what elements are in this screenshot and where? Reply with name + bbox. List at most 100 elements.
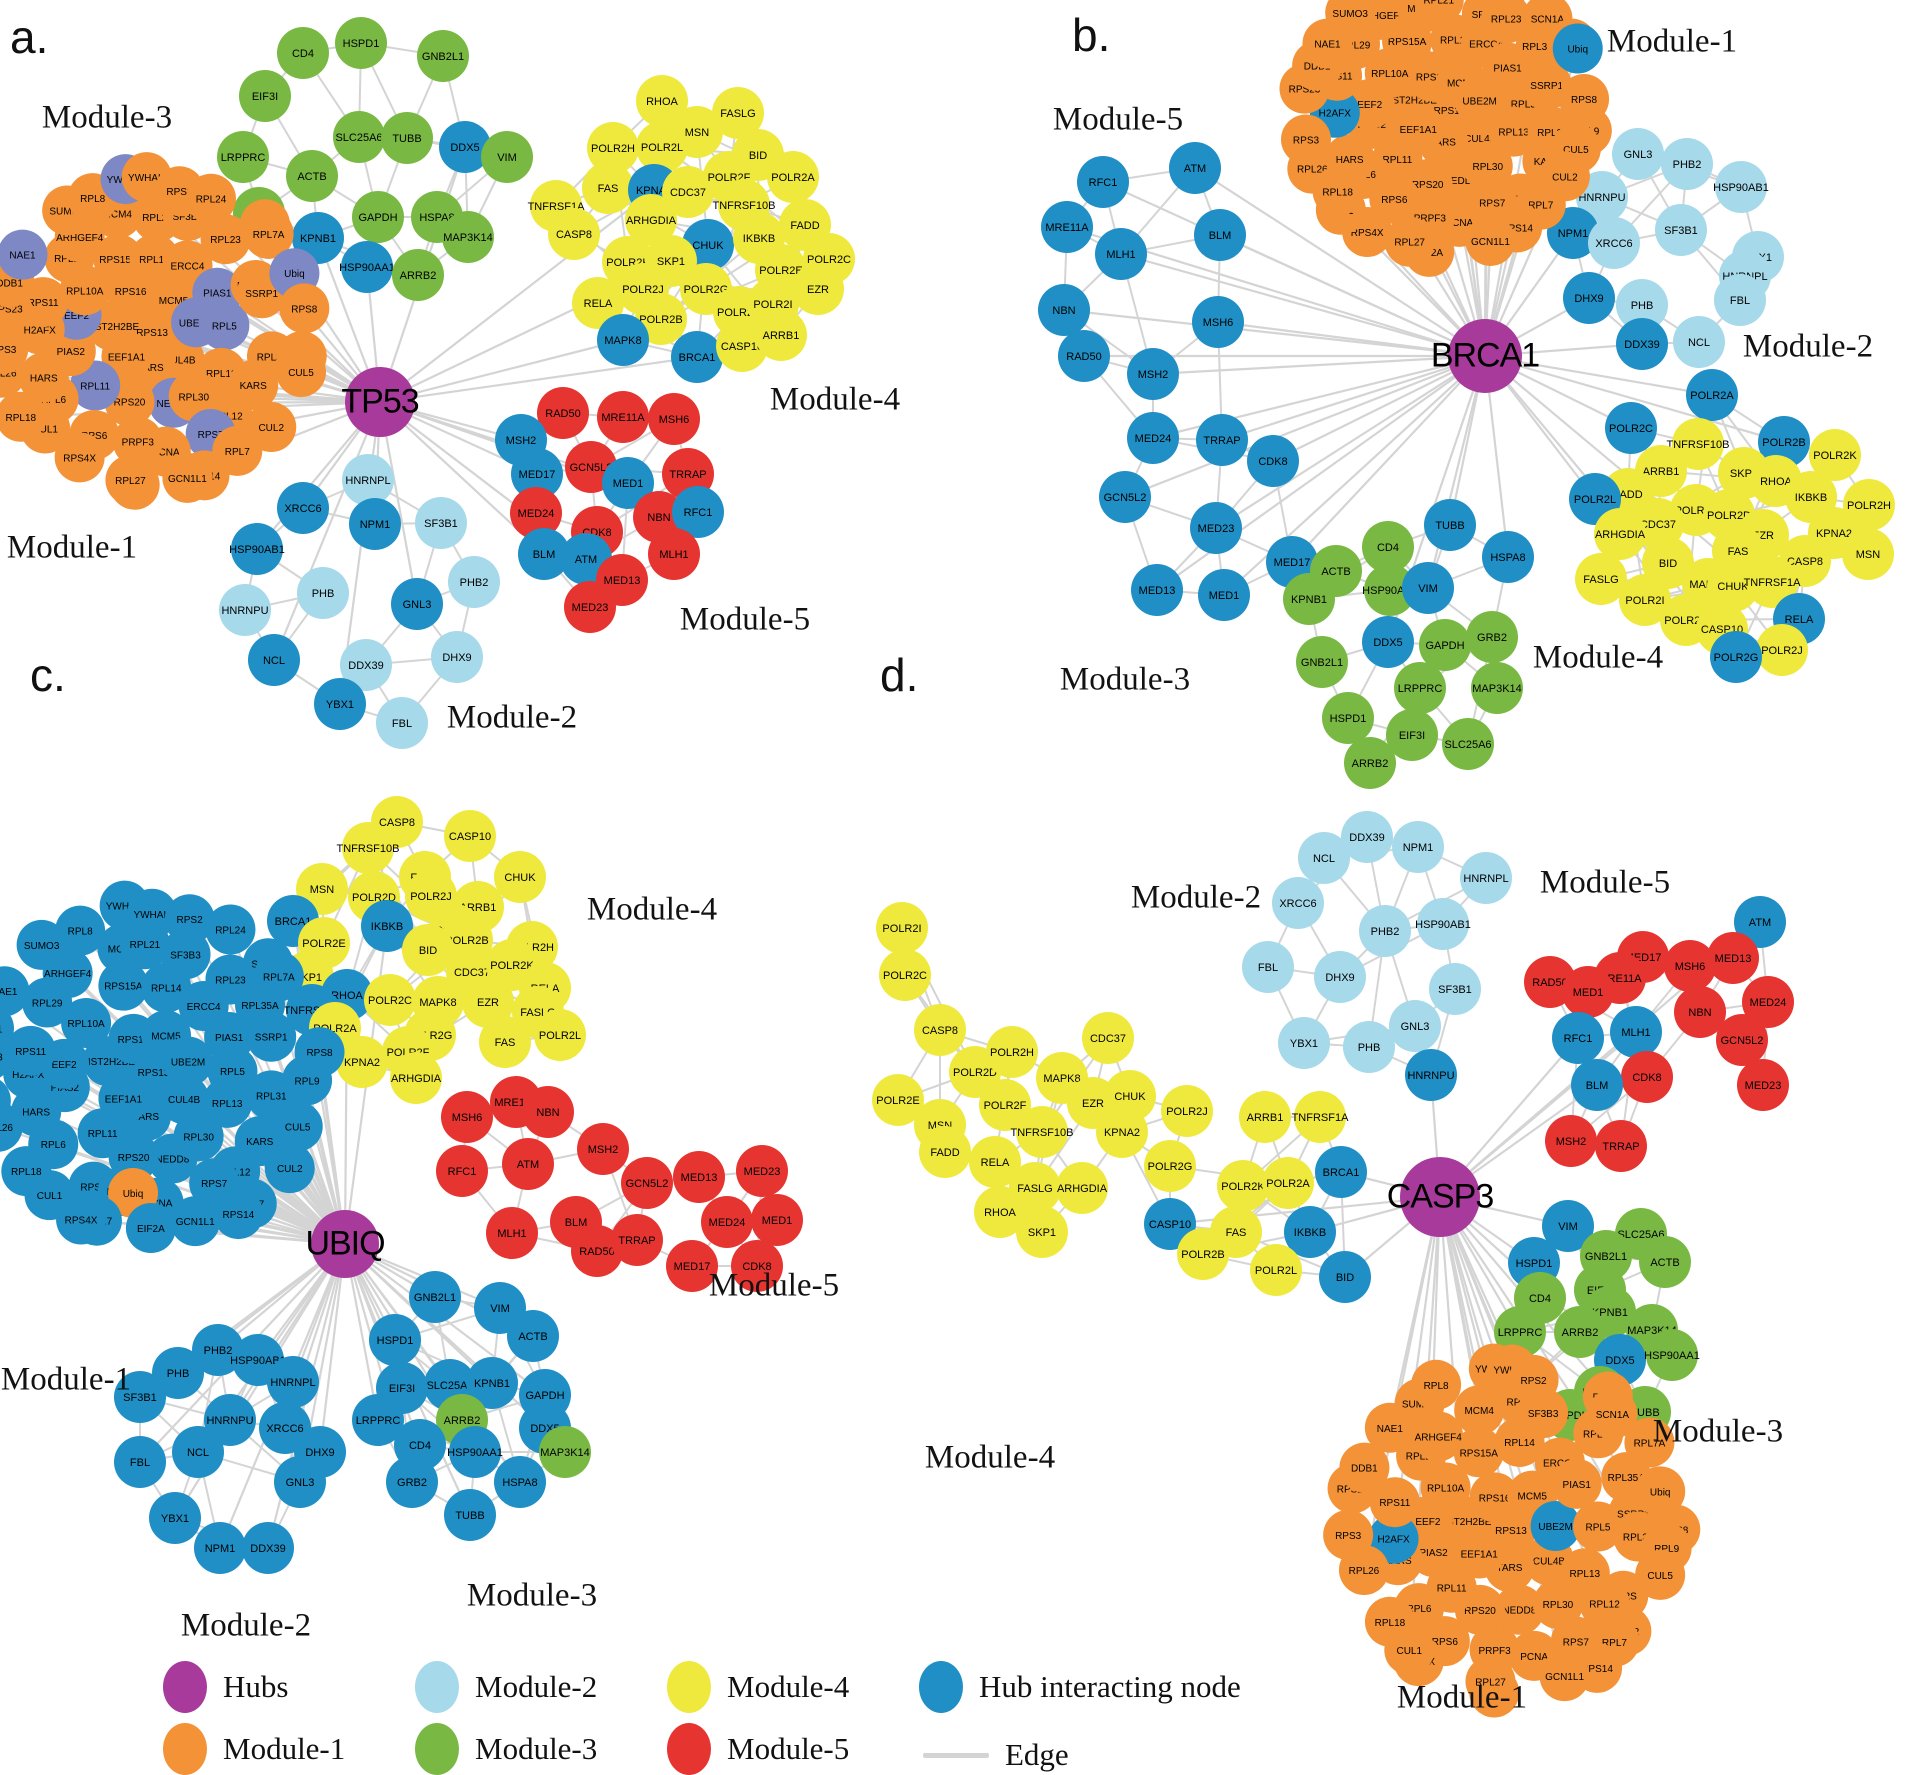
node-ATM[interactable]: [502, 1138, 554, 1190]
node-SF3B1[interactable]: [1429, 963, 1481, 1015]
node-HSP90AB1[interactable]: [231, 523, 283, 575]
node-MSH2[interactable]: [1545, 1115, 1597, 1167]
node-GNL3[interactable]: [391, 578, 443, 630]
node-RPL7A[interactable]: [1624, 1417, 1675, 1468]
node-BLM[interactable]: [518, 528, 570, 580]
node-GCN5L2[interactable]: [1716, 1014, 1768, 1066]
node-VIM[interactable]: [1542, 1200, 1594, 1252]
node-GNB2L1[interactable]: [417, 30, 469, 82]
hub-node-UBIQ[interactable]: [311, 1210, 379, 1278]
node-SCN1A[interactable]: [1587, 1389, 1638, 1440]
node-RFC1[interactable]: [1077, 156, 1129, 208]
node-UBE2M[interactable]: [163, 1036, 214, 1087]
node-POLR2I[interactable]: [876, 902, 928, 954]
node-ATM[interactable]: [1734, 896, 1786, 948]
node-XRCC6[interactable]: [1272, 877, 1324, 929]
node-HNRNPU[interactable]: [1576, 171, 1628, 223]
node-RPS3[interactable]: [1280, 114, 1331, 165]
node-HSP90AA1[interactable]: [1646, 1329, 1698, 1381]
node-POLR2G[interactable]: [1710, 631, 1762, 683]
node-CDC37[interactable]: [662, 166, 714, 218]
node-POLR2A[interactable]: [1262, 1157, 1314, 1209]
node-ARHGDIA[interactable]: [1594, 508, 1646, 560]
node-HNRNPL[interactable]: [1460, 852, 1512, 904]
node-ARRB1[interactable]: [1239, 1091, 1291, 1143]
node-PHB[interactable]: [1616, 279, 1668, 331]
node-GCN1L1[interactable]: [162, 452, 213, 503]
node-KPNA2[interactable]: [336, 1036, 388, 1088]
node-HARS[interactable]: [11, 1086, 62, 1137]
node-RELA[interactable]: [572, 277, 624, 329]
node-CUL5[interactable]: [272, 1101, 323, 1152]
node-CD4[interactable]: [277, 27, 329, 79]
node-BRCA1[interactable]: [1315, 1146, 1367, 1198]
node-POLR2K[interactable]: [1217, 1160, 1269, 1212]
node-PHB2[interactable]: [1661, 138, 1713, 190]
node-TNFRSF10B[interactable]: [1672, 418, 1724, 470]
node-MSH6[interactable]: [1192, 296, 1244, 348]
node-RHOA[interactable]: [636, 75, 688, 127]
node-MLH1[interactable]: [648, 528, 700, 580]
node-KPNA2[interactable]: [1096, 1106, 1148, 1158]
node-LRPPRC[interactable]: [1494, 1306, 1546, 1358]
node-SF3B1[interactable]: [415, 497, 467, 549]
node-MED1[interactable]: [602, 457, 654, 509]
node-MED17[interactable]: [511, 448, 563, 500]
node-HSP90AA1[interactable]: [341, 241, 393, 293]
node-DDX5[interactable]: [439, 121, 491, 173]
node-RPS16[interactable]: [1469, 1472, 1520, 1523]
node-GNB2L1[interactable]: [1296, 636, 1348, 688]
node-EZR[interactable]: [792, 263, 844, 315]
node-MED24[interactable]: [1742, 976, 1794, 1028]
node-DHX9[interactable]: [1314, 951, 1366, 1003]
node-RPL27[interactable]: [105, 455, 156, 506]
node-HSP90AB1[interactable]: [1715, 161, 1767, 213]
node-SLC25A6[interactable]: [333, 111, 385, 163]
node-GCN1L1[interactable]: [170, 1196, 221, 1247]
node-IKBKB[interactable]: [1284, 1206, 1336, 1258]
node-HNRNPL[interactable]: [342, 454, 394, 506]
node-HSPD1[interactable]: [1322, 692, 1374, 744]
node-LRPPRC[interactable]: [1394, 662, 1446, 714]
node-MLH1[interactable]: [486, 1207, 538, 1259]
node-POLR2L[interactable]: [1250, 1244, 1302, 1296]
node-NBN[interactable]: [1674, 986, 1726, 1038]
node-MLH1[interactable]: [1610, 1006, 1662, 1058]
node-CD4[interactable]: [1362, 521, 1414, 573]
node-NAE1[interactable]: [0, 229, 48, 280]
node-RPS14[interactable]: [213, 1189, 264, 1240]
node-XRCC6[interactable]: [1588, 217, 1640, 269]
node-ATM[interactable]: [1169, 142, 1221, 194]
node-CUL5[interactable]: [1635, 1549, 1686, 1600]
node-EIF2A[interactable]: [125, 1203, 176, 1254]
node-FADD[interactable]: [919, 1126, 971, 1178]
node-LRPPRC[interactable]: [352, 1394, 404, 1446]
node-UBE2M[interactable]: [1454, 75, 1505, 126]
node-HNRNPU[interactable]: [219, 584, 271, 636]
node-POLR2C[interactable]: [1605, 402, 1657, 454]
node-MED23[interactable]: [1190, 502, 1242, 554]
node-RPL24[interactable]: [205, 904, 256, 955]
node-MED17[interactable]: [666, 1240, 718, 1292]
node-MRE11A[interactable]: [597, 391, 649, 443]
node-POLR2B[interactable]: [1758, 416, 1810, 468]
node-CASP8[interactable]: [914, 1004, 966, 1056]
node-POLR2H[interactable]: [1843, 479, 1895, 531]
node-NCL[interactable]: [248, 634, 300, 686]
node-DDX39[interactable]: [340, 639, 392, 691]
node-DDX5[interactable]: [1362, 616, 1414, 668]
node-CUL2[interactable]: [264, 1143, 315, 1194]
node-NAE1[interactable]: [0, 966, 30, 1017]
node-NCL[interactable]: [172, 1426, 224, 1478]
node-MSH2[interactable]: [1127, 348, 1179, 400]
node-NEDD8[interactable]: [1494, 1584, 1545, 1635]
node-RPS11[interactable]: [5, 1025, 56, 1076]
node-DDX39[interactable]: [1341, 811, 1393, 863]
node-MCM4[interactable]: [1454, 1385, 1505, 1436]
node-TUBB[interactable]: [381, 112, 433, 164]
node-NBN[interactable]: [1038, 284, 1090, 336]
node-CDC37[interactable]: [1082, 1012, 1134, 1064]
node-TRRAP[interactable]: [611, 1214, 663, 1266]
node-TNFRSF1A[interactable]: [1746, 556, 1798, 608]
node-VIM[interactable]: [481, 131, 533, 183]
